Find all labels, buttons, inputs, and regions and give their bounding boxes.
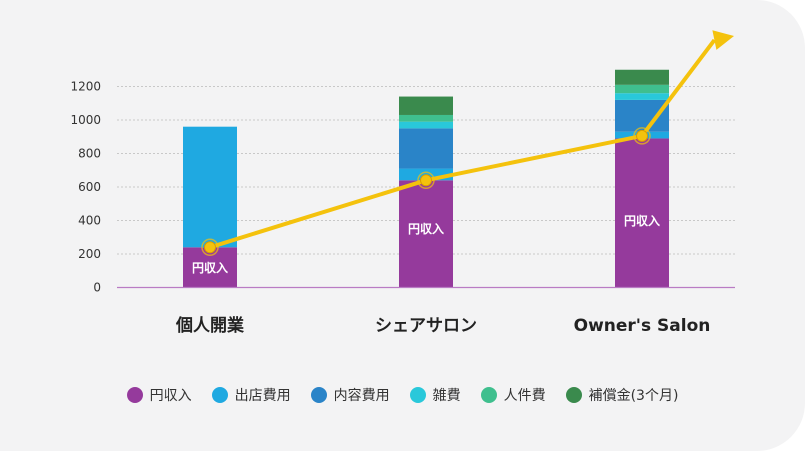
legend-item: 出店費用 (211, 385, 291, 405)
bar-segment (399, 180, 453, 288)
y-tick-label: 1000 (70, 113, 101, 127)
y-tick-label: 600 (78, 180, 101, 194)
category-label: シェアサロン (375, 316, 477, 336)
bar-segment (615, 99, 669, 132)
legend-item: 補償金(3个月) (565, 385, 679, 405)
legend-item: 雑費 (409, 385, 461, 405)
legend-swatch (310, 387, 327, 403)
legend-swatch (480, 387, 497, 403)
bar-segment (399, 96, 453, 115)
y-axis: 0 200 400 600 800 1000 1200 (70, 80, 101, 295)
trend-point-halo (201, 238, 219, 257)
bar-segment (183, 126, 237, 248)
bar-segment (399, 128, 453, 169)
trend-point (420, 174, 432, 187)
bar-segment (615, 93, 669, 100)
legend-label: 人件費 (503, 388, 546, 404)
legend-label: 補償金(3个月) (588, 388, 679, 404)
bar-segment (399, 114, 453, 122)
legend-item: 人件費 (480, 385, 546, 405)
trend-point (204, 241, 216, 254)
legend-swatch (126, 387, 143, 403)
trend-point-halo (417, 171, 435, 190)
legend-swatch (565, 387, 582, 403)
x-axis: 個人開業 シェアサロン Owner's Salon (175, 315, 710, 336)
legend-swatch (211, 387, 228, 403)
y-tick-label: 1200 (70, 80, 101, 94)
bar-segment (615, 69, 669, 85)
category-label: Owner's Salon (574, 316, 711, 336)
y-tick-label: 0 (93, 281, 101, 295)
trend-line (201, 30, 734, 257)
legend-label: 円収入 (149, 388, 192, 404)
y-tick-label: 200 (78, 247, 101, 261)
bar-segment (615, 84, 669, 94)
data-label: 円収入 (624, 214, 660, 228)
trend-point (636, 129, 648, 142)
legend-item: 円収入 (126, 385, 192, 405)
trend-arrowhead (712, 30, 734, 50)
legend-item: 内容費用 (310, 385, 390, 405)
data-label: 円収入 (408, 222, 444, 236)
y-tick-label: 800 (78, 147, 101, 161)
bar-segment (183, 247, 237, 288)
bar-segment (399, 121, 453, 129)
legend: 円収入 出店費用 内容費用 雑費 人件費 補償金(3个月) (0, 383, 805, 407)
legend-label: 内容費用 (333, 388, 390, 404)
bar-segment (615, 138, 669, 288)
trend-line-path (209, 38, 717, 250)
legend-label: 雑費 (432, 388, 461, 404)
legend-swatch (409, 387, 426, 403)
category-label: 個人開業 (175, 315, 244, 336)
data-label: 円収入 (192, 261, 228, 275)
y-tick-label: 400 (78, 214, 101, 228)
trend-point-halo (633, 127, 651, 145)
legend-label: 出店費用 (234, 388, 291, 404)
